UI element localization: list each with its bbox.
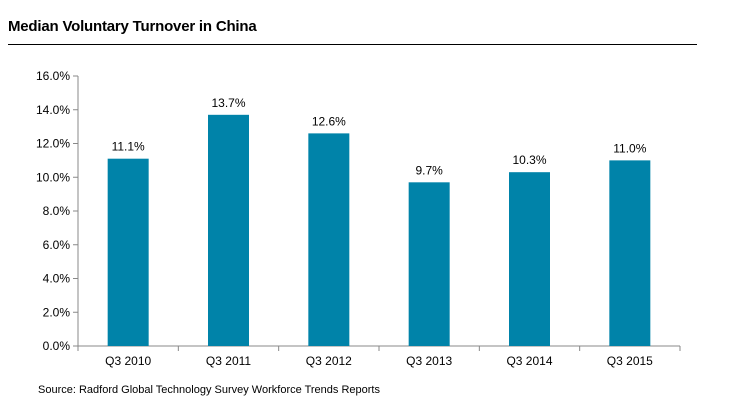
title-divider: [8, 44, 697, 45]
x-tick-label: Q3 2014: [506, 354, 552, 368]
source-note: Source: Radford Global Technology Survey…: [38, 384, 380, 396]
x-tick-label: Q3 2015: [607, 354, 653, 368]
y-tick-label: 2.0%: [43, 305, 71, 319]
bar: [408, 182, 450, 346]
x-tick-label: Q3 2012: [306, 354, 352, 368]
x-tick-label: Q3 2011: [206, 354, 251, 368]
y-tick-label: 8.0%: [43, 204, 71, 218]
bar-value-label: 13.7%: [211, 96, 245, 110]
y-tick-label: 12.0%: [36, 137, 70, 151]
bar-value-label: 9.7%: [415, 163, 443, 177]
bar: [208, 114, 249, 346]
bar-value-label: 11.0%: [613, 141, 646, 155]
chart-title: Median Voluntary Turnover in China: [8, 18, 257, 35]
bar: [509, 172, 550, 346]
bar: [609, 160, 651, 346]
bar-value-label: 10.3%: [512, 153, 546, 167]
bar: [308, 133, 350, 346]
bar-value-label: 12.6%: [312, 114, 346, 128]
bar-value-label: 11.1%: [112, 140, 145, 154]
y-tick-label: 16.0%: [36, 69, 70, 83]
x-tick-label: Q3 2013: [406, 354, 452, 368]
y-tick-label: 0.0%: [43, 339, 71, 353]
y-tick-label: 6.0%: [43, 238, 71, 252]
x-tick-label: Q3 2010: [105, 354, 151, 368]
y-tick-label: 10.0%: [36, 170, 70, 184]
bar: [107, 158, 149, 346]
y-tick-label: 4.0%: [43, 272, 71, 286]
y-tick-label: 14.0%: [36, 103, 70, 117]
